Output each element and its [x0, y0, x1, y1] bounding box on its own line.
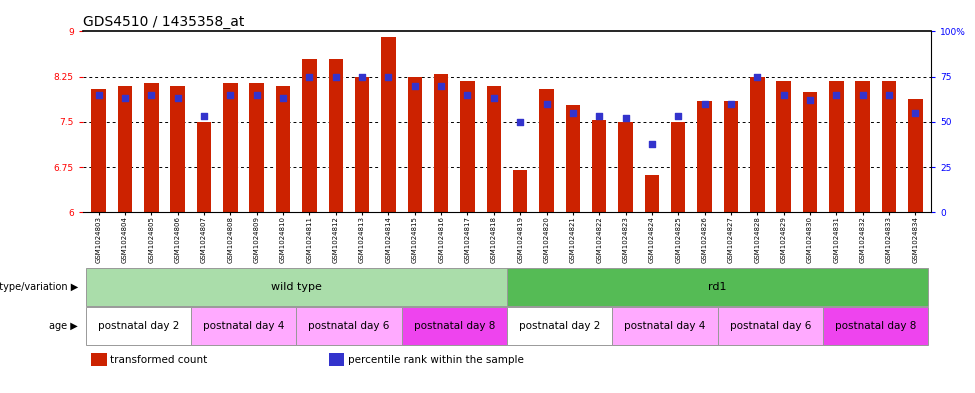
Bar	[671, 122, 685, 212]
Text: postnatal day 4: postnatal day 4	[624, 321, 706, 331]
Point	[592, 113, 607, 119]
Bar	[86, 307, 191, 345]
Point	[908, 110, 923, 116]
Bar	[507, 268, 928, 306]
Point	[723, 101, 739, 107]
Bar	[329, 353, 344, 366]
Bar	[355, 77, 370, 212]
Point	[143, 92, 159, 98]
Bar	[460, 81, 475, 212]
Bar	[296, 307, 402, 345]
Text: genotype/variation ▶: genotype/variation ▶	[0, 282, 78, 292]
Text: postnatal day 6: postnatal day 6	[308, 321, 390, 331]
Point	[459, 92, 475, 98]
Point	[117, 95, 133, 101]
Bar	[908, 99, 922, 212]
Bar	[881, 81, 896, 212]
Bar	[86, 268, 507, 306]
Bar	[566, 105, 580, 212]
Bar	[381, 37, 396, 212]
Text: postnatal day 8: postnatal day 8	[836, 321, 916, 331]
Point	[486, 95, 501, 101]
Bar	[197, 122, 212, 212]
Bar	[507, 307, 612, 345]
Point	[881, 92, 897, 98]
Text: postnatal day 6: postnatal day 6	[729, 321, 811, 331]
Point	[196, 113, 212, 119]
Bar	[276, 86, 291, 212]
Text: rd1: rd1	[709, 282, 727, 292]
Point	[855, 92, 871, 98]
Point	[354, 73, 370, 80]
Text: wild type: wild type	[271, 282, 322, 292]
Bar	[302, 59, 317, 212]
Bar	[92, 89, 106, 212]
Bar	[592, 120, 606, 212]
Point	[697, 101, 713, 107]
Bar	[644, 175, 659, 212]
Bar	[823, 307, 928, 345]
Text: transformed count: transformed count	[110, 354, 208, 365]
Bar	[118, 86, 133, 212]
Point	[776, 92, 792, 98]
Bar	[855, 81, 870, 212]
Bar	[487, 86, 501, 212]
Bar	[171, 86, 185, 212]
Point	[275, 95, 291, 101]
Bar	[402, 307, 507, 345]
Point	[222, 92, 238, 98]
Point	[829, 92, 844, 98]
Point	[802, 97, 818, 103]
Bar	[223, 83, 238, 212]
Text: postnatal day 2: postnatal day 2	[98, 321, 178, 331]
Bar	[697, 101, 712, 212]
Bar	[434, 73, 448, 212]
Bar	[329, 59, 343, 212]
Bar	[513, 170, 527, 212]
Point	[380, 73, 396, 80]
Bar	[250, 83, 264, 212]
Bar	[776, 81, 791, 212]
Bar	[618, 122, 633, 212]
Text: percentile rank within the sample: percentile rank within the sample	[347, 354, 524, 365]
Bar	[539, 89, 554, 212]
Bar	[92, 353, 106, 366]
Bar	[612, 307, 718, 345]
Bar	[191, 307, 296, 345]
Point	[170, 95, 185, 101]
Point	[433, 83, 448, 89]
Point	[328, 73, 343, 80]
Text: postnatal day 4: postnatal day 4	[203, 321, 285, 331]
Text: GDS4510 / 1435358_at: GDS4510 / 1435358_at	[83, 15, 245, 29]
Point	[407, 83, 422, 89]
Bar	[802, 92, 817, 212]
Text: age ▶: age ▶	[50, 321, 78, 331]
Point	[618, 115, 634, 121]
Point	[513, 119, 528, 125]
Point	[539, 101, 555, 107]
Bar	[144, 83, 159, 212]
Text: postnatal day 2: postnatal day 2	[519, 321, 601, 331]
Bar	[408, 77, 422, 212]
Bar	[750, 77, 764, 212]
Text: postnatal day 8: postnatal day 8	[413, 321, 495, 331]
Point	[644, 140, 660, 147]
Point	[91, 92, 106, 98]
Point	[566, 110, 581, 116]
Bar	[723, 101, 738, 212]
Bar	[829, 81, 843, 212]
Point	[750, 73, 765, 80]
Bar	[718, 307, 823, 345]
Point	[301, 73, 317, 80]
Point	[249, 92, 264, 98]
Point	[671, 113, 686, 119]
